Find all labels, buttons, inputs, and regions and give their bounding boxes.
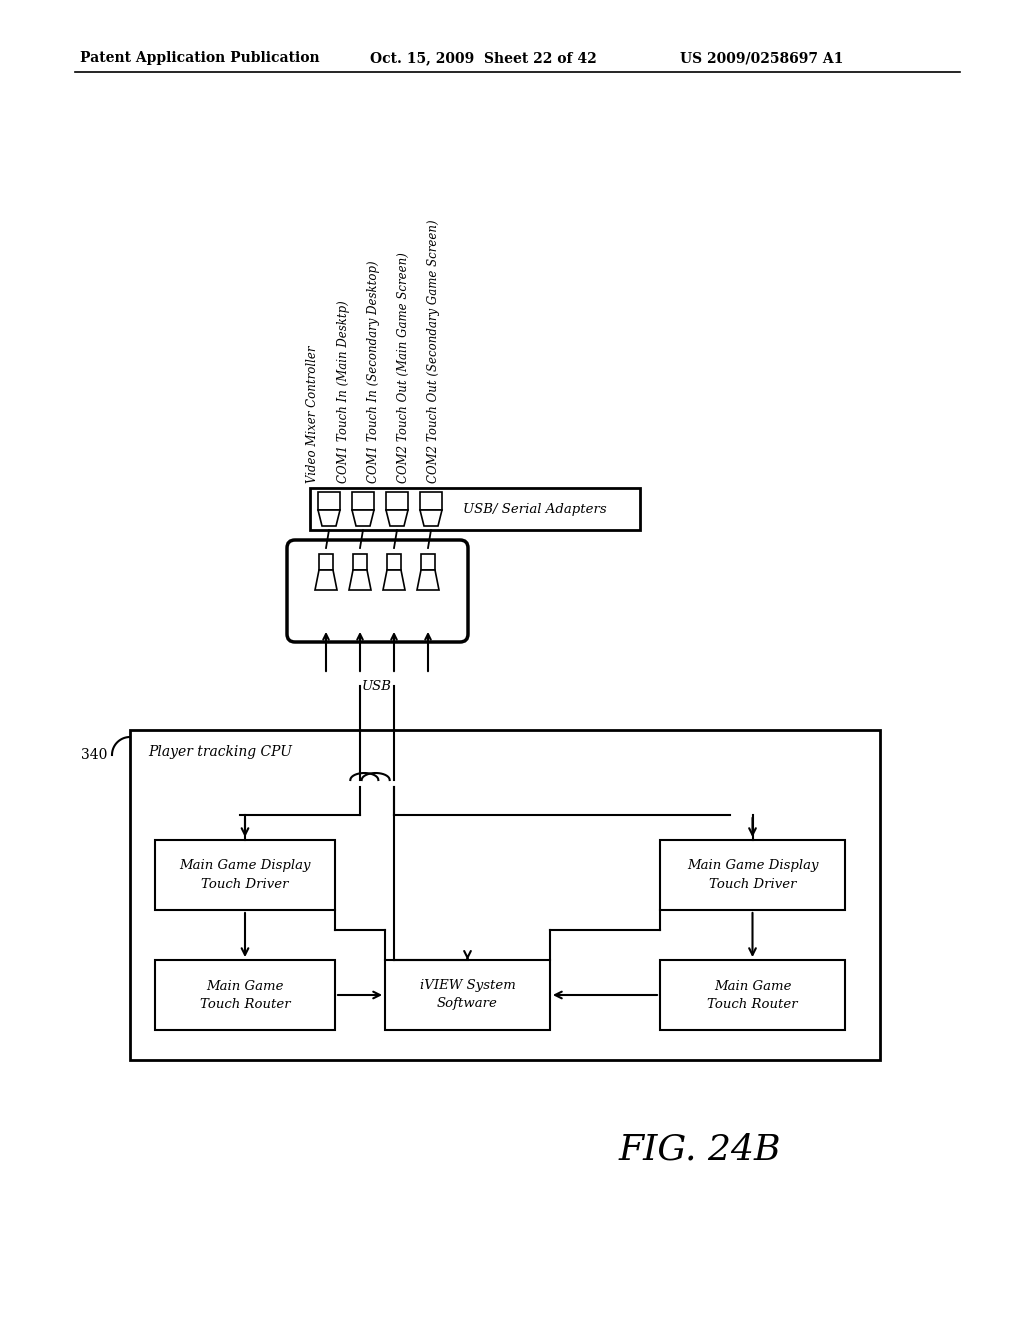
Text: Touch Driver: Touch Driver bbox=[202, 878, 289, 891]
FancyBboxPatch shape bbox=[420, 492, 442, 510]
Text: US 2009/0258697 A1: US 2009/0258697 A1 bbox=[680, 51, 844, 65]
Text: Touch Router: Touch Router bbox=[200, 998, 291, 1011]
Text: Touch Driver: Touch Driver bbox=[709, 878, 797, 891]
Text: COM2 Touch Out (Main Game Screen): COM2 Touch Out (Main Game Screen) bbox=[396, 252, 410, 483]
FancyBboxPatch shape bbox=[130, 730, 880, 1060]
FancyBboxPatch shape bbox=[287, 540, 468, 642]
FancyBboxPatch shape bbox=[421, 554, 435, 570]
FancyBboxPatch shape bbox=[660, 840, 845, 909]
Text: 340: 340 bbox=[81, 748, 106, 762]
Polygon shape bbox=[417, 570, 439, 590]
Text: Main Game: Main Game bbox=[206, 979, 284, 993]
Polygon shape bbox=[386, 510, 408, 525]
Text: Oct. 15, 2009  Sheet 22 of 42: Oct. 15, 2009 Sheet 22 of 42 bbox=[370, 51, 597, 65]
FancyBboxPatch shape bbox=[318, 492, 340, 510]
FancyBboxPatch shape bbox=[385, 960, 550, 1030]
Text: Player tracking CPU: Player tracking CPU bbox=[148, 744, 292, 759]
FancyBboxPatch shape bbox=[660, 960, 845, 1030]
Polygon shape bbox=[349, 570, 371, 590]
Polygon shape bbox=[315, 570, 337, 590]
Text: COM2 Touch Out (Secondary Game Screen): COM2 Touch Out (Secondary Game Screen) bbox=[427, 219, 439, 483]
FancyBboxPatch shape bbox=[353, 554, 367, 570]
Text: COM1 Touch In (Main Desktp): COM1 Touch In (Main Desktp) bbox=[337, 300, 349, 483]
Text: Software: Software bbox=[437, 998, 498, 1011]
Polygon shape bbox=[352, 510, 374, 525]
Text: FIG. 24B: FIG. 24B bbox=[618, 1133, 781, 1167]
Text: iVIEW System: iVIEW System bbox=[420, 979, 515, 993]
FancyBboxPatch shape bbox=[386, 492, 408, 510]
Text: Main Game: Main Game bbox=[714, 979, 792, 993]
Text: Main Game Display: Main Game Display bbox=[179, 859, 310, 873]
Text: USB: USB bbox=[362, 680, 392, 693]
Text: Patent Application Publication: Patent Application Publication bbox=[80, 51, 319, 65]
FancyBboxPatch shape bbox=[155, 840, 335, 909]
FancyBboxPatch shape bbox=[352, 492, 374, 510]
FancyBboxPatch shape bbox=[155, 960, 335, 1030]
Text: Touch Router: Touch Router bbox=[708, 998, 798, 1011]
Text: Video Mixer Controller: Video Mixer Controller bbox=[306, 346, 319, 483]
Polygon shape bbox=[383, 570, 406, 590]
FancyBboxPatch shape bbox=[387, 554, 401, 570]
Text: USB/ Serial Adapters: USB/ Serial Adapters bbox=[463, 503, 606, 516]
FancyBboxPatch shape bbox=[310, 488, 640, 531]
Polygon shape bbox=[420, 510, 442, 525]
Text: COM1 Touch In (Secondary Desktop): COM1 Touch In (Secondary Desktop) bbox=[367, 260, 380, 483]
FancyBboxPatch shape bbox=[319, 554, 333, 570]
Polygon shape bbox=[318, 510, 340, 525]
Text: Main Game Display: Main Game Display bbox=[687, 859, 818, 873]
